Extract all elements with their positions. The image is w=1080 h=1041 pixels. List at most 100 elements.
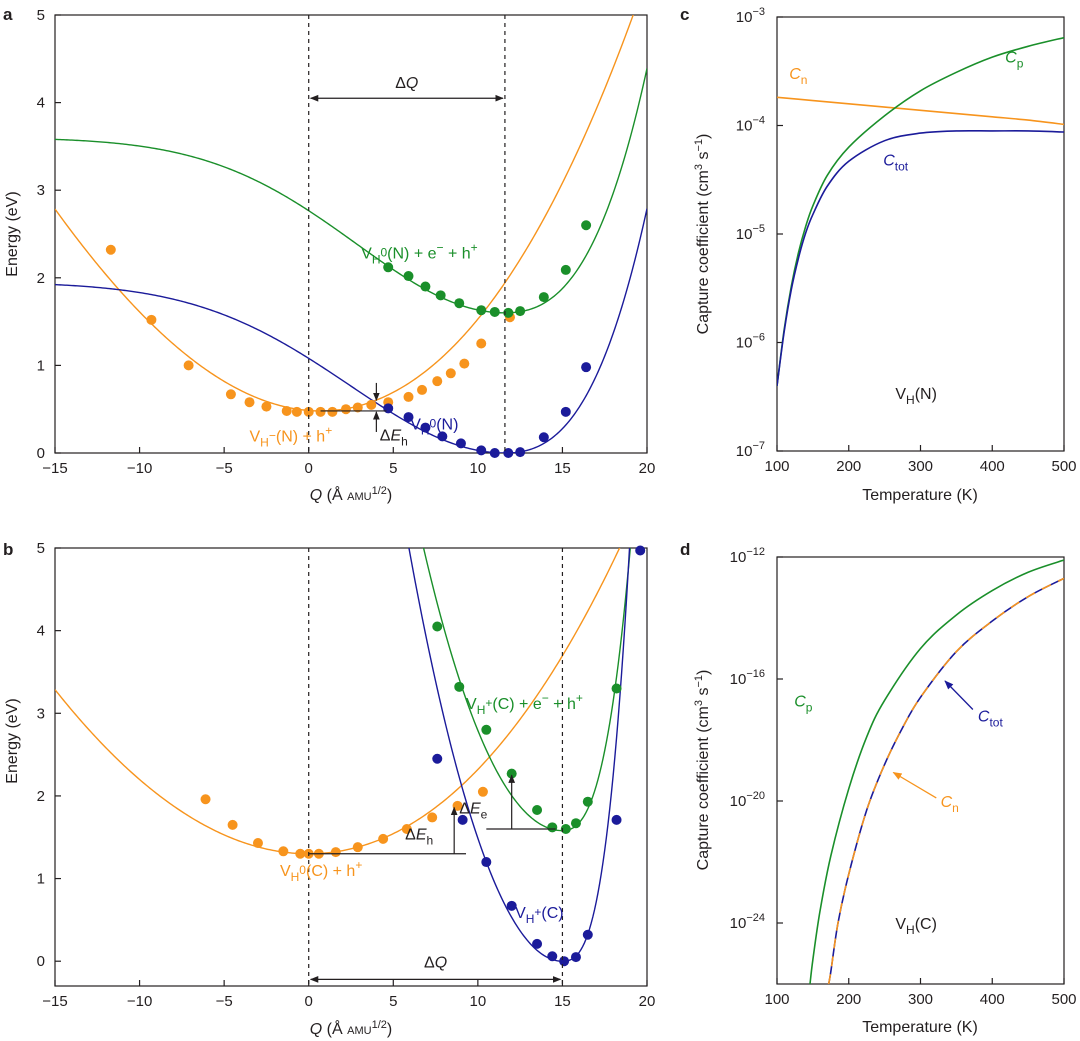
x-tick-label: −5 <box>216 993 233 1010</box>
label-defect: VH(N) <box>895 386 937 407</box>
y-tick-label: 10−20 <box>730 790 765 810</box>
x-tick-label: 200 <box>836 991 861 1008</box>
y-tick-label: 5 <box>37 7 45 24</box>
data-point-orange <box>183 360 194 371</box>
chart-b-frame <box>54 547 648 987</box>
data-point-blue <box>560 406 571 417</box>
series-line-orange <box>827 577 1064 984</box>
chart-b-xlabel: Q (Å AMU1/2) <box>310 1019 392 1038</box>
y-tick-label: 5 <box>37 540 45 557</box>
x-tick-label: −5 <box>216 460 233 477</box>
chart-a-frame <box>54 14 648 454</box>
series-line-orange <box>55 15 634 412</box>
series-line-green <box>809 559 1064 984</box>
data-point-green <box>489 306 500 317</box>
data-point-orange <box>401 823 412 834</box>
data-point-orange <box>327 406 338 417</box>
x-tick-label: 15 <box>554 460 571 477</box>
chart-a-xlabel: Q (Å AMU1/2) <box>310 485 392 504</box>
x-tick-label: 10 <box>470 993 487 1010</box>
data-point-blue <box>503 448 514 458</box>
data-point-blue <box>538 432 549 443</box>
data-point-blue <box>532 938 543 949</box>
data-point-orange <box>477 786 488 797</box>
data-point-blue <box>506 900 517 911</box>
data-point-green <box>503 307 514 318</box>
series-line-blue <box>777 129 1064 387</box>
x-tick-label: −10 <box>127 993 152 1010</box>
x-tick-label: 20 <box>639 993 656 1010</box>
data-point-orange <box>432 376 443 387</box>
curve-group <box>777 36 1064 387</box>
label-cp: Cp <box>794 693 813 714</box>
data-point-orange <box>366 399 377 410</box>
data-point-blue <box>437 431 448 442</box>
series-label-orange: VH−(N) + h+ <box>250 424 333 450</box>
data-point-blue <box>635 545 646 556</box>
xlabel-q: Q <box>310 1021 322 1038</box>
y-tick-label: 2 <box>37 270 45 287</box>
data-point-blue <box>611 814 622 825</box>
data-point-blue <box>420 422 431 433</box>
series-line-orange <box>777 96 1064 126</box>
data-point-green <box>432 621 443 632</box>
chart-panel-a: −15 −10 −5 0 5 10 15 20 0 1 2 3 4 5 ΔQ ΔEh VH−(N) + h+ V… <box>4 7 656 504</box>
xlabel-close: ) <box>387 1021 392 1038</box>
x-tick-label: 20 <box>639 460 656 477</box>
y-tick-label: 10−24 <box>730 912 765 932</box>
data-point-blue <box>515 447 526 458</box>
cn-pointer-arrow <box>892 771 937 799</box>
data-point-green <box>481 724 492 735</box>
y-tick-label: 1 <box>37 357 45 374</box>
xlabel-amu: AMU <box>347 491 372 503</box>
series-line-blue <box>408 548 631 962</box>
panel-label-b: b <box>3 540 13 559</box>
xlabel-unit: (Å <box>322 485 347 504</box>
data-point-orange <box>281 405 292 416</box>
series-line-orange <box>55 548 621 855</box>
data-point-orange <box>252 838 263 849</box>
chart-a-ylabel: Energy (eV) <box>4 191 21 276</box>
ylabel-main: Capture coefficient (cm <box>695 706 712 870</box>
xlabel-q: Q <box>310 487 322 504</box>
x-tick-label: 300 <box>908 991 933 1008</box>
data-point-orange <box>227 819 238 830</box>
data-point-green <box>383 262 394 273</box>
data-point-orange <box>278 846 289 857</box>
x-tick-label: −15 <box>42 993 67 1010</box>
x-tick-label: 100 <box>764 991 789 1008</box>
data-point-orange <box>261 401 272 412</box>
data-point-green <box>454 298 465 309</box>
data-point-orange <box>459 358 470 369</box>
ylabel-close: ) <box>695 670 712 675</box>
ctot-pointer-arrow <box>944 680 974 710</box>
curve-group <box>809 559 1064 984</box>
xlabel-close: ) <box>387 487 392 504</box>
data-point-orange <box>445 368 456 379</box>
x-tick-label: 400 <box>980 458 1005 475</box>
data-point-blue <box>581 362 592 373</box>
data-point-green <box>515 306 526 317</box>
data-point-orange <box>200 794 211 805</box>
x-tick-label: 500 <box>1051 458 1076 475</box>
delta-ee-label: ΔEe <box>459 800 487 821</box>
data-point-orange <box>315 406 326 417</box>
x-tick-label: 5 <box>389 460 397 477</box>
data-point-blue <box>570 952 581 963</box>
curve-group <box>55 15 647 453</box>
y-tick-label: 4 <box>37 95 45 112</box>
ylabel-exp1: 3 <box>693 700 705 706</box>
series-line-blue <box>827 577 1064 984</box>
series-label-blue: VH+(C) <box>515 905 564 926</box>
x-tick-label: 500 <box>1051 991 1076 1008</box>
data-point-orange <box>340 404 351 415</box>
data-point-orange <box>291 406 302 417</box>
data-point-blue <box>559 956 570 967</box>
x-tick-label: 0 <box>305 993 313 1010</box>
y-tick-label: 4 <box>37 623 45 640</box>
label-ctot: Ctot <box>978 709 1004 730</box>
data-point-blue <box>383 403 394 414</box>
panel-label-a: a <box>3 5 13 24</box>
data-point-orange <box>352 842 363 853</box>
